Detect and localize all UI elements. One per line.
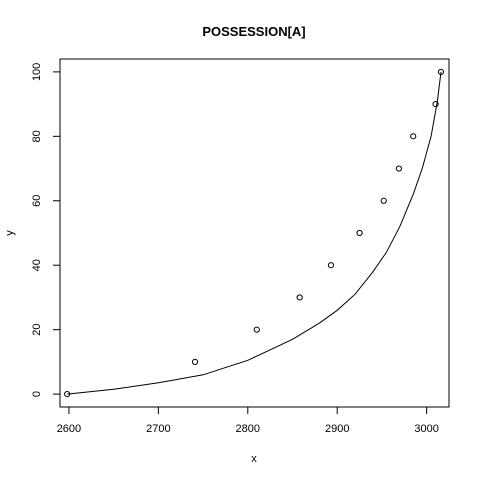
x-tick-label: 3000 [414,423,438,435]
series-layer [65,69,444,396]
data-point [192,359,197,364]
x-axis: 2600 2700 2800 2900 3000 [57,407,439,435]
x-tick-label: 2600 [57,423,81,435]
x-tick-label: 2800 [236,423,260,435]
y-tick-label: 0 [31,391,43,397]
plot-area-frame [60,59,449,407]
data-point [328,263,333,268]
data-point [357,230,362,235]
fit-curve-line [67,72,441,394]
data-point [297,295,302,300]
data-point [254,327,259,332]
data-point [411,134,416,139]
data-point [381,198,386,203]
y-tick-label: 60 [31,195,43,207]
chart-title: POSSESSION[A] [202,24,305,39]
x-axis-label: x [251,453,257,465]
y-axis-label: y [4,230,16,236]
y-tick-label: 80 [31,130,43,142]
data-point [396,166,401,171]
y-tick-label: 20 [31,324,43,336]
y-tick-label: 40 [31,259,43,271]
y-axis: 0 20 40 60 80 100 [31,63,60,397]
x-tick-label: 2700 [146,423,170,435]
y-tick-label: 100 [31,63,43,81]
x-tick-label: 2900 [325,423,349,435]
